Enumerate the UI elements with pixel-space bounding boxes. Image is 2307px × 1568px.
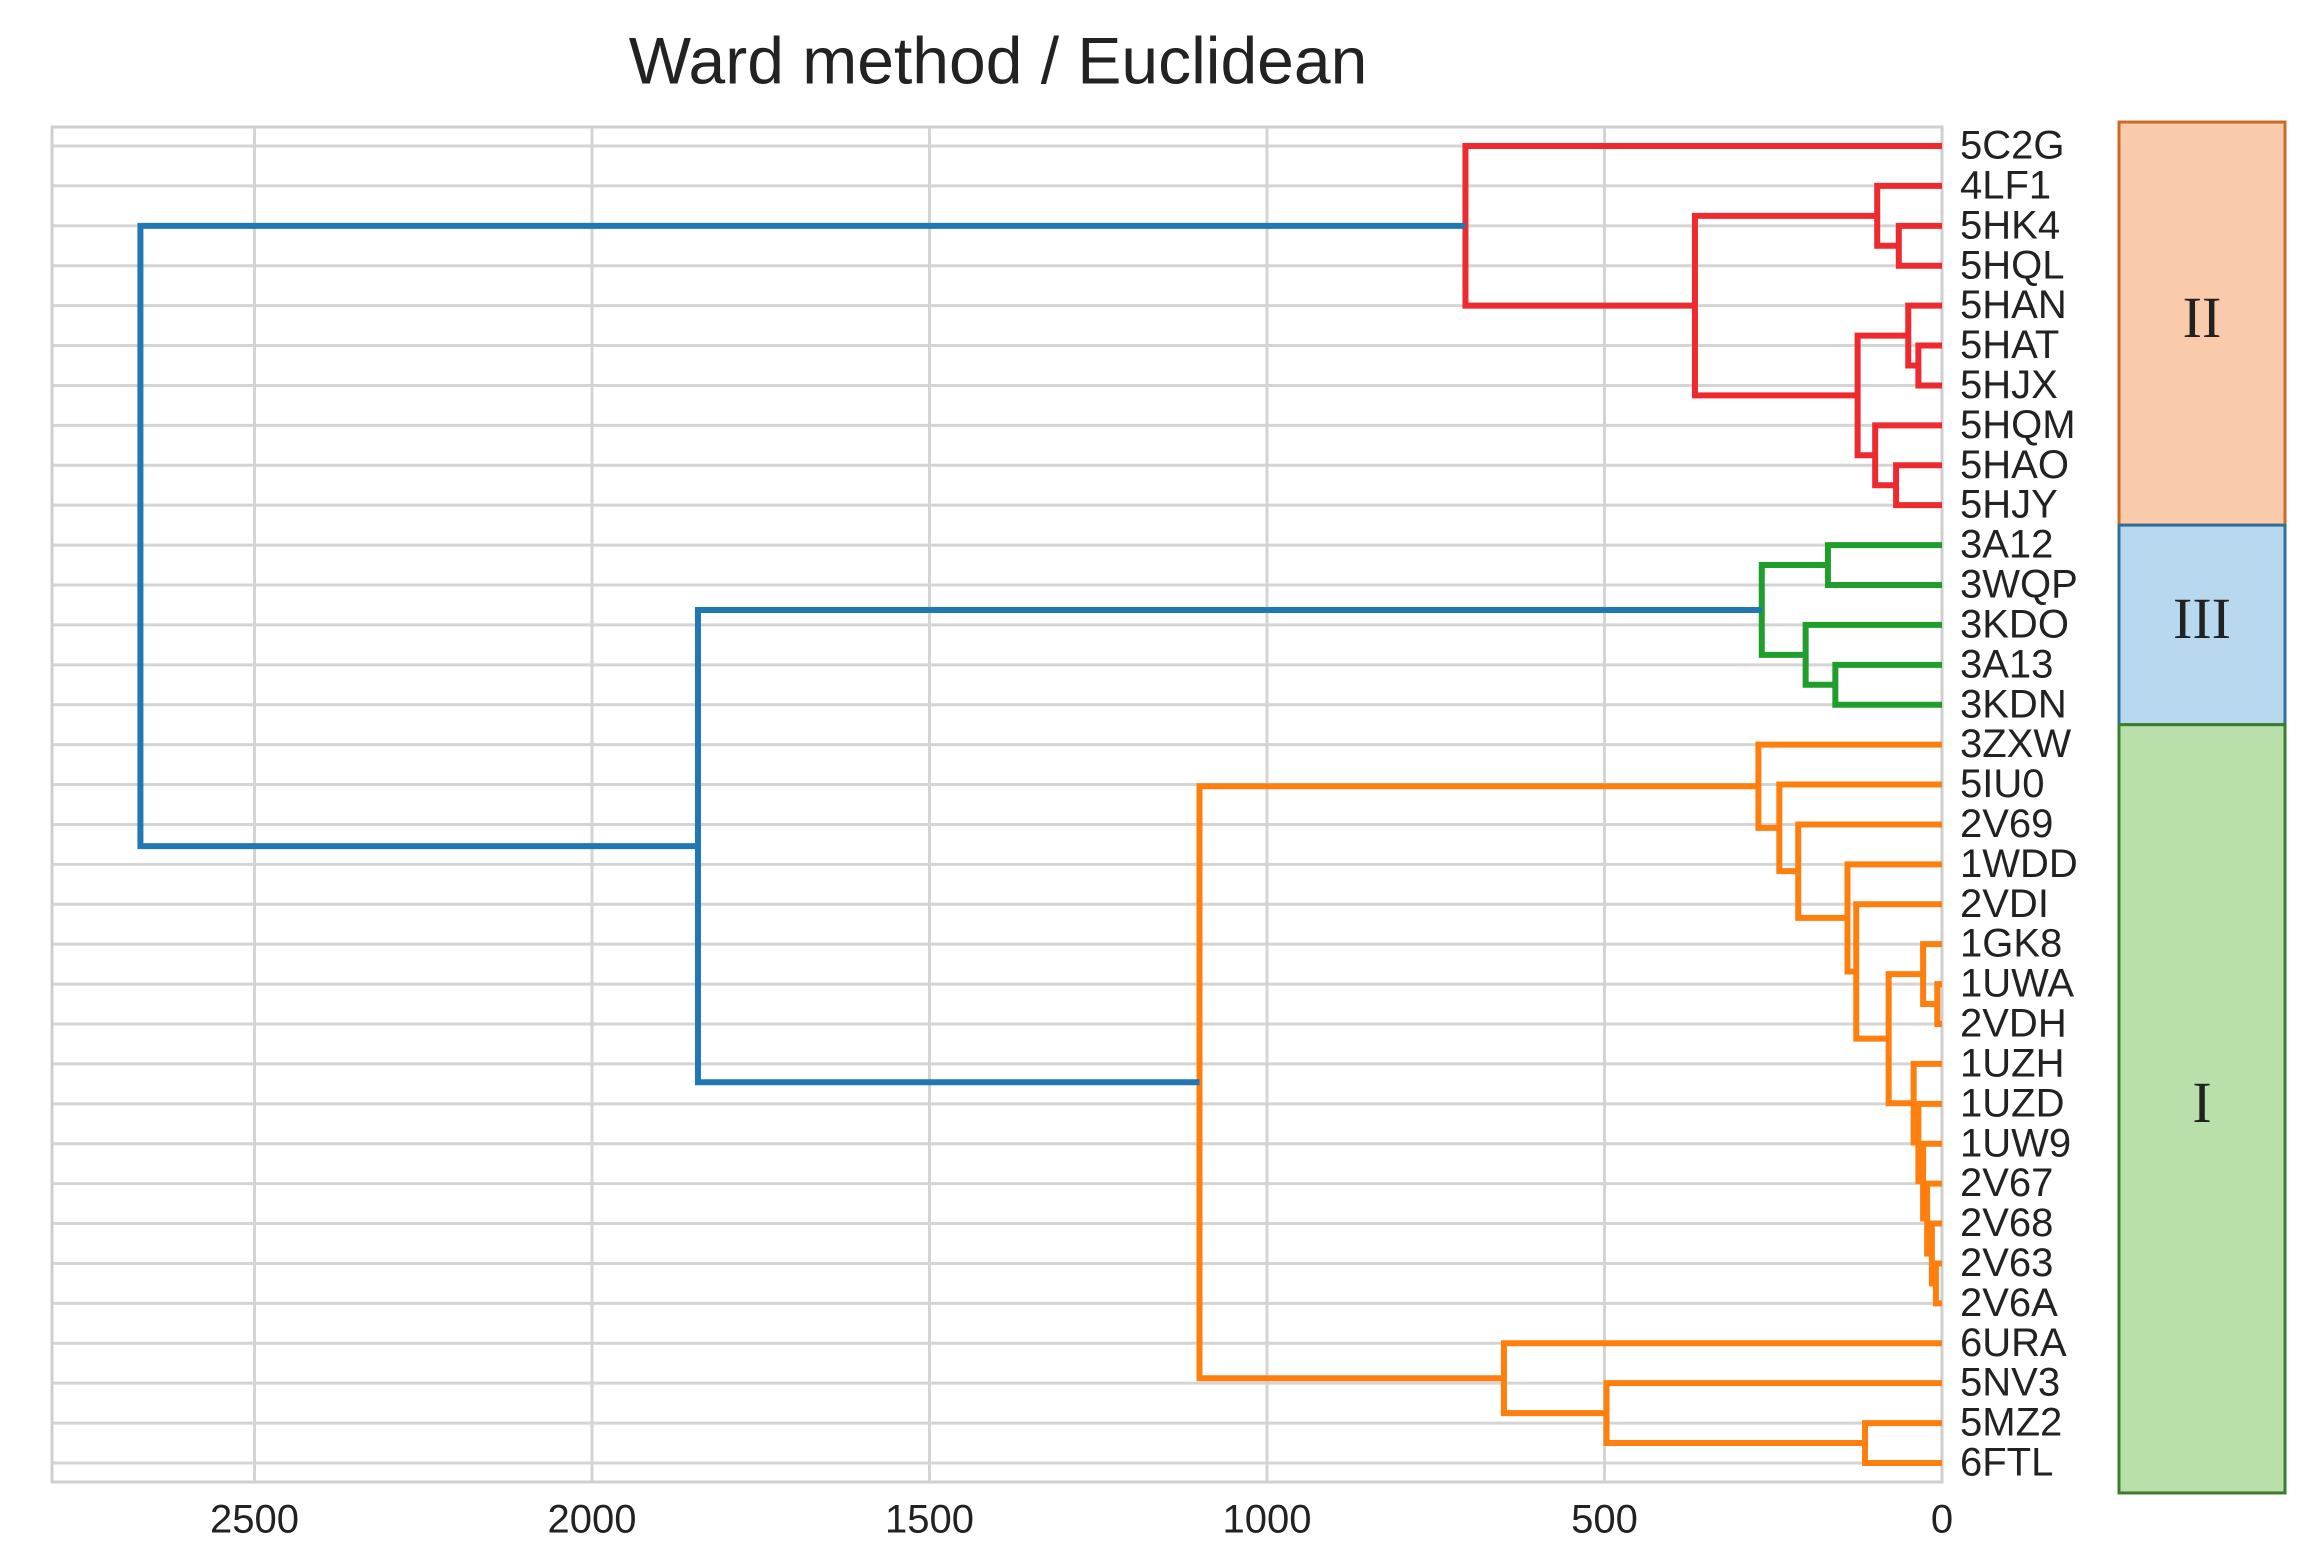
leaf-label: 6FTL: [1960, 1441, 2053, 1485]
x-tick-label: 1500: [885, 1498, 974, 1542]
dendrogram-link: [1758, 562, 1828, 658]
leaf-label: 2VDI: [1960, 882, 2049, 926]
leaf-label: 5HJX: [1960, 363, 2058, 407]
plot-frame: [50, 125, 1944, 1484]
leaf-label: 3A12: [1960, 523, 2053, 567]
leaf-label: 2V6A: [1960, 1281, 2058, 1325]
leaf-label: 1UWA: [1960, 962, 2074, 1006]
x-tick-label: 500: [1571, 1498, 1638, 1542]
dendrogram-link: [1915, 342, 1942, 389]
x-tick-label: 1000: [1223, 1498, 1312, 1542]
dendrogram-link: [1874, 182, 1942, 249]
dendrogram-link: [1500, 1340, 1942, 1417]
leaf-label: 1UZH: [1960, 1041, 2064, 1085]
dendrogram-link: [1905, 302, 1942, 369]
dendrogram-link: [1928, 1220, 1942, 1287]
cluster-band: [2117, 523, 2287, 727]
dendrogram-link: [1196, 783, 1759, 1382]
leaf-label: 3WQP: [1960, 563, 2078, 607]
dendrogram-link: [1853, 901, 1942, 1042]
leaf-label: 2V68: [1960, 1201, 2053, 1245]
leaf-label: 2V67: [1960, 1161, 2053, 1205]
leaf-label: 2V63: [1960, 1241, 2053, 1285]
dendrogram-link: [1776, 781, 1942, 875]
cluster-label: III: [2173, 586, 2231, 651]
dendrogram-link: [1854, 332, 1909, 459]
leaf-label: 5C2G: [1960, 124, 2065, 168]
leaf-label: 1UZD: [1960, 1081, 2064, 1125]
leaf-label: 2V69: [1960, 802, 2053, 846]
leaf-label: 5HK4: [1960, 203, 2060, 247]
cluster-label: II: [2183, 285, 2222, 350]
leaf-label: 5MZ2: [1960, 1401, 2062, 1445]
cluster-label: I: [2192, 1070, 2211, 1135]
dendrogram-link: [1934, 981, 1942, 1027]
dendrogram-link: [1893, 462, 1942, 509]
leaf-label: 5HQL: [1960, 243, 2065, 287]
dendrogram-link: [694, 606, 1762, 1086]
leaf-label: 5HQM: [1960, 403, 2076, 447]
leaf-label: 6URA: [1960, 1321, 2067, 1365]
dendrogram-link: [1872, 422, 1942, 489]
leaf-label: 5HAN: [1960, 283, 2067, 327]
leaf-label: 3ZXW: [1960, 722, 2071, 766]
leaf-label: 5HAT: [1960, 323, 2059, 367]
dendrogram-link: [1895, 222, 1942, 269]
leaf-label: 3KDN: [1960, 682, 2067, 726]
dendrogram-link: [137, 222, 1466, 850]
dendrogram-link: [1885, 971, 1924, 1107]
x-tick-label: 2000: [548, 1498, 637, 1542]
leaf-label: 1GK8: [1960, 922, 2062, 966]
leaf-label: 3KDO: [1960, 602, 2069, 646]
dendrogram-link: [1832, 661, 1942, 708]
leaf-label: 5NV3: [1960, 1361, 2060, 1405]
leaf-label: 5HAO: [1960, 443, 2069, 487]
leaf-label: 5HJY: [1960, 483, 2058, 527]
dendrogram-link: [1603, 1380, 1942, 1447]
chart-title: Ward method / Euclidean: [629, 23, 1368, 97]
leaf-label: 1WDD: [1960, 842, 2078, 886]
dendrogram-link: [1844, 861, 1942, 975]
cluster-band: [2117, 120, 2287, 527]
dendrogram-link: [1824, 542, 1942, 588]
leaf-label: 4LF1: [1960, 163, 2051, 207]
dendrogram-link: [1802, 621, 1942, 688]
leaf-label: 5IU0: [1960, 762, 2045, 806]
leaf-label: 1UW9: [1960, 1121, 2071, 1165]
x-tick-label: 2500: [210, 1498, 299, 1542]
leaf-label: 3A13: [1960, 642, 2053, 686]
x-tick-label: 0: [1931, 1498, 1953, 1542]
cluster-band: [2117, 723, 2287, 1495]
leaf-label: 2VDH: [1960, 1002, 2067, 1046]
dendrogram-link: [1915, 1100, 1942, 1185]
dendrogram-link: [1862, 1420, 1942, 1466]
dendrogram-link: [1932, 1260, 1942, 1307]
